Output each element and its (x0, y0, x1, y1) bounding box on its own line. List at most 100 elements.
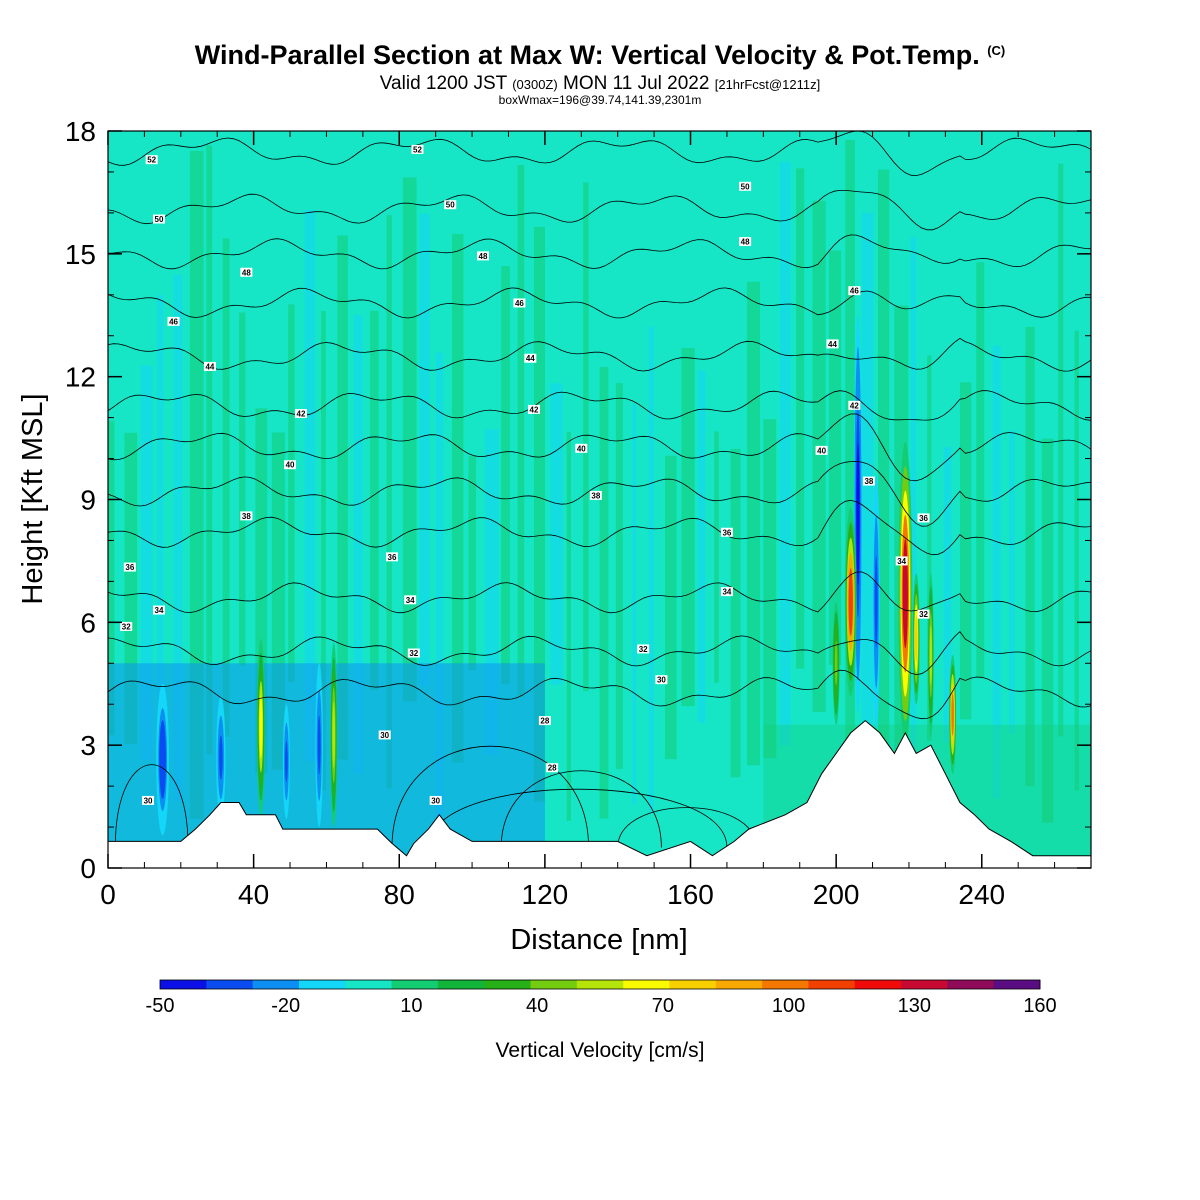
bg-streak (189, 150, 204, 819)
contour-label-text: 44 (526, 354, 535, 363)
velocity-cell (317, 715, 321, 775)
velocity-cell (848, 567, 853, 636)
velocity-cell (332, 701, 336, 769)
contour-label: 30 (142, 795, 155, 805)
x-tick-label: 200 (813, 879, 860, 910)
bg-streak (746, 281, 761, 766)
bg-streak (517, 164, 525, 698)
bg-streak (583, 182, 589, 692)
bg-streak (320, 311, 326, 791)
colorbar-swatch (160, 980, 207, 989)
bg-streak (402, 177, 417, 702)
colorbar-swatch (252, 980, 300, 989)
contour-label-text: 28 (540, 717, 549, 726)
colorbar-label: 70 (652, 995, 674, 1017)
contour-label: 42 (294, 409, 307, 419)
bg-streak (140, 365, 153, 760)
contour-label-bg (240, 267, 253, 277)
bg-streak (255, 408, 268, 773)
bg-streak (501, 266, 510, 685)
bg-streak (714, 431, 719, 683)
contour-label: 48 (240, 267, 253, 277)
contour-label: 36 (385, 552, 398, 562)
theta-line-30 (108, 669, 1091, 720)
y-tick-label: 9 (80, 485, 96, 516)
bg-streak (845, 139, 855, 815)
contour-label: 46 (167, 316, 180, 326)
contour-label-text: 34 (406, 596, 415, 605)
contour-label-text: 40 (286, 461, 295, 470)
velocity-cell (834, 641, 838, 686)
contour-label-text: 32 (122, 622, 131, 631)
bg-streak (665, 455, 677, 760)
theta-line-32 (108, 630, 1091, 676)
contour-label-bg (407, 648, 420, 658)
bg-streak (173, 274, 183, 802)
y-axis-title: Height [Kft MSL] (17, 393, 49, 604)
colorbar-swatch (206, 980, 254, 989)
theta-line-34 (108, 571, 1091, 614)
colorbar-label: 160 (1023, 995, 1056, 1017)
x-tick-label: 120 (522, 879, 569, 910)
contour-label-text: 42 (530, 405, 539, 414)
contour-label-bg (826, 339, 839, 349)
bg-streak (386, 215, 392, 789)
contour-label-text: 30 (380, 731, 389, 740)
colorbar: -50 -20 10 40 70 100 130 160 (146, 979, 1057, 1017)
colorbar-title: Vertical Velocity [cm/s] (496, 1039, 705, 1062)
theta-line-50 (108, 190, 1091, 231)
theta-line-low (500, 770, 662, 848)
theta-contours (108, 131, 1091, 848)
bg-streak (1074, 330, 1079, 791)
contour-label: 28 (538, 716, 551, 726)
bg-streak (681, 347, 695, 707)
contour-label-text: 36 (125, 563, 134, 572)
valid-time: Valid 1200 JST (379, 73, 507, 94)
velocity-cell (914, 615, 918, 663)
bg-streak (468, 456, 477, 671)
contour-label-bg (404, 595, 417, 605)
bg-streak (550, 383, 563, 685)
contour-label-bg (142, 795, 155, 805)
contour-label: 32 (917, 609, 930, 619)
velocity-cell (285, 740, 288, 783)
velocity-cell (874, 556, 878, 648)
bg-streak (796, 168, 805, 669)
bg-streak (304, 209, 316, 762)
velocity-cell (951, 693, 954, 736)
colorbar-swatch (530, 980, 578, 989)
colorbar-swatch (437, 980, 485, 989)
contour-label: 32 (637, 644, 650, 654)
contour-label-text: 44 (205, 362, 214, 371)
contour-label-text: 42 (850, 401, 859, 410)
colorbar-swatch (808, 980, 856, 989)
contour-label-bg (917, 609, 930, 619)
bg-streak (1058, 163, 1064, 737)
contour-label: 50 (152, 214, 165, 224)
bg-streak (353, 315, 363, 774)
valid-utc: (0300Z) (512, 77, 558, 92)
contour-label-text: 52 (147, 156, 156, 165)
contour-label-text: 32 (919, 610, 928, 619)
x-axis-title: Distance [nm] (510, 924, 687, 956)
y-tick-label: 3 (80, 730, 96, 761)
contour-label-bg (152, 605, 165, 615)
contour-label-text: 46 (515, 299, 524, 308)
contour-label-bg (476, 251, 489, 261)
y-tick-label: 6 (80, 607, 96, 638)
colorbar-swatch (901, 980, 948, 989)
colorbar-swatch (484, 980, 532, 989)
x-tick-label: 40 (238, 879, 269, 910)
contour-label: 46 (513, 298, 526, 308)
contour-label-bg (848, 286, 861, 296)
contour-label: 34 (152, 605, 165, 615)
bg-streak (632, 404, 637, 805)
contour-label-bg (848, 400, 861, 410)
contour-label-text: 42 (297, 410, 306, 419)
bg-streak (599, 366, 609, 819)
theta-line-low (391, 745, 589, 848)
bg-streak (108, 420, 115, 736)
bg-streak (697, 370, 706, 723)
contour-label: 36 (123, 562, 136, 572)
contour-label-bg (720, 587, 733, 597)
